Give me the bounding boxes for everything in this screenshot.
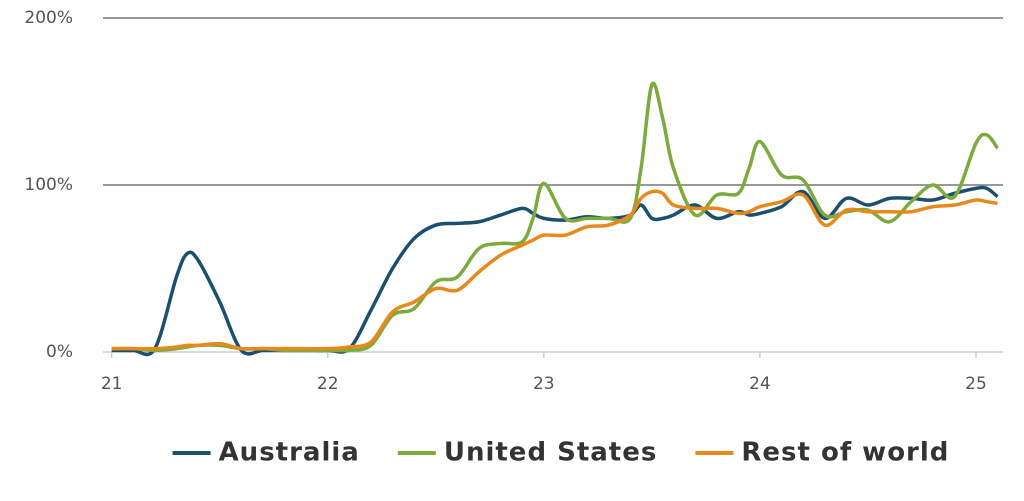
- x-tick-label: 25: [965, 374, 987, 394]
- x-tick-label: 23: [533, 374, 555, 394]
- line-series: [111, 81, 1000, 353]
- y-tick-label: 0%: [46, 342, 73, 362]
- legend-label: Australia: [219, 438, 360, 468]
- x-tick-label: 21: [101, 374, 123, 394]
- legend-label: Rest of world: [741, 438, 949, 468]
- y-tick-label: 100%: [24, 175, 73, 195]
- y-tick-label: 200%: [24, 8, 73, 28]
- x-tick-label: 24: [749, 374, 771, 394]
- legend-label: United States: [444, 438, 658, 468]
- line-series: [111, 189, 998, 351]
- line-series: [111, 185, 999, 357]
- x-tick-label: 22: [317, 374, 339, 394]
